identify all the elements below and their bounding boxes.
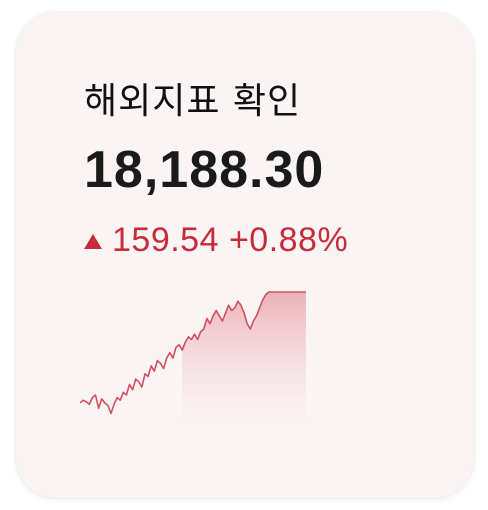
up-triangle-icon — [84, 233, 102, 249]
change-text: 159.54 +0.88% — [112, 220, 349, 259]
sparkline-area — [182, 292, 306, 424]
sparkline-chart — [80, 291, 306, 424]
widget-title: 해외지표 확인 — [84, 81, 302, 122]
sparkline-line — [80, 291, 306, 415]
change-row: 159.54 +0.88% — [84, 218, 348, 262]
index-value: 18,188.30 — [84, 141, 325, 199]
